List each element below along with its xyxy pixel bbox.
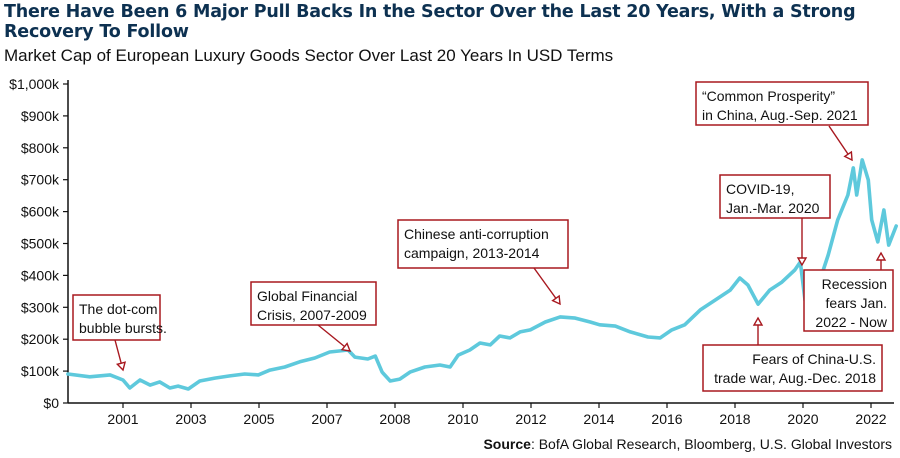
source-text: : BofA Global Research, Bloomberg, U.S. … [530,436,892,452]
y-tick-label: $900k [21,108,60,124]
annotation-text: Chinese anti-corruption [404,226,549,242]
annotation-recession: Recession fears Jan. 2022 - Now [803,251,894,332]
arrowhead-icon [551,294,561,306]
source-note: Source: BofA Global Research, Bloomberg,… [483,436,892,452]
annotation-box [719,174,831,219]
x-tick-label: 2016 [651,411,682,427]
y-tick-label: $300k [21,299,60,315]
x-tick-label: 2007 [311,411,342,427]
annotation-trade-war: Fears of China-U.S. trade war, Aug.-Dec. … [702,316,883,392]
x-axis: 2001 2003 2005 2007 2008 2010 2012 2014 2016 2018… [68,402,894,427]
arrowhead-icon [875,251,887,261]
source-label: Source [483,436,531,452]
annotations-group: The dot-com bubble bursts. Global Financia… [72,81,894,392]
annotation-text: COVID-19, [726,181,794,197]
arrowhead-icon [796,257,808,267]
y-tick-label: $500k [21,236,60,252]
arrowhead-icon [752,316,764,326]
annotation-box [695,81,869,126]
annotation-text: Global Financial [257,288,357,304]
annotation-dotcom: The dot-com bubble bursts. [72,294,167,372]
y-tick-label: $0 [43,395,59,411]
x-tick-label: 2010 [447,411,478,427]
arrowhead-icon [115,361,127,372]
x-tick-label: 2008 [379,411,410,427]
annotation-text: Jan.-Mar. 2020 [726,200,820,216]
x-tick-label: 2003 [175,411,206,427]
annotation-box [397,219,569,269]
y-tick-label: $200k [21,331,60,347]
y-tick-label: $700k [21,172,60,188]
annotation-box [72,294,161,341]
x-tick-label: 2012 [515,411,546,427]
annotation-text: campaign, 2013-2014 [404,245,540,261]
annotation-gfc: Global Financial Crisis, 2007-2009 [250,281,377,352]
y-tick-label: $800k [21,140,60,156]
chart-subtitle: Market Cap of European Luxury Goods Sect… [4,46,614,65]
annotation-china-anticorruption: Chinese anti-corruption campaign, 2013-20… [397,219,569,306]
annotation-text: 2022 - Now [815,314,887,330]
y-tick-label: $100k [21,363,60,379]
x-tick-label: 2001 [107,411,138,427]
annotation-box [702,344,883,392]
annotation-text: Recession [822,276,887,292]
annotation-box [250,281,377,326]
annotation-text: The dot-com [79,301,158,317]
y-axis: $0 $100k $200k $300k $400k $500k $600k $700k $80… [9,76,69,411]
x-tick-label: 2022 [855,411,886,427]
x-tick-label: 2020 [787,411,818,427]
annotation-text: Crisis, 2007-2009 [257,307,367,323]
annotation-text: Fears of China-U.S. [752,351,876,367]
annotation-box [803,269,894,332]
annotation-covid: COVID-19, Jan.-Mar. 2020 [719,174,831,267]
x-tick-label: 2014 [583,411,614,427]
arrowhead-icon [843,150,853,162]
arrowhead-icon [340,342,352,352]
y-tick-label: $1,000k [9,76,60,92]
annotation-common-prosperity: “Common Prosperity” in China, Aug.-Sep. 2… [695,81,869,162]
annotation-text: fears Jan. [826,295,887,311]
annotation-text: “Common Prosperity” [702,88,835,104]
annotation-text: bubble bursts. [79,320,167,336]
y-tick-label: $600k [21,204,60,220]
annotation-text: trade war, Aug.-Dec. 2018 [714,370,876,386]
x-tick-label: 2018 [719,411,750,427]
chart-title: There Have Been 6 Major Pull Backs In th… [4,2,856,42]
annotation-text: in China, Aug.-Sep. 2021 [702,107,858,123]
x-tick-label: 2005 [243,411,274,427]
y-tick-label: $400k [21,267,60,283]
